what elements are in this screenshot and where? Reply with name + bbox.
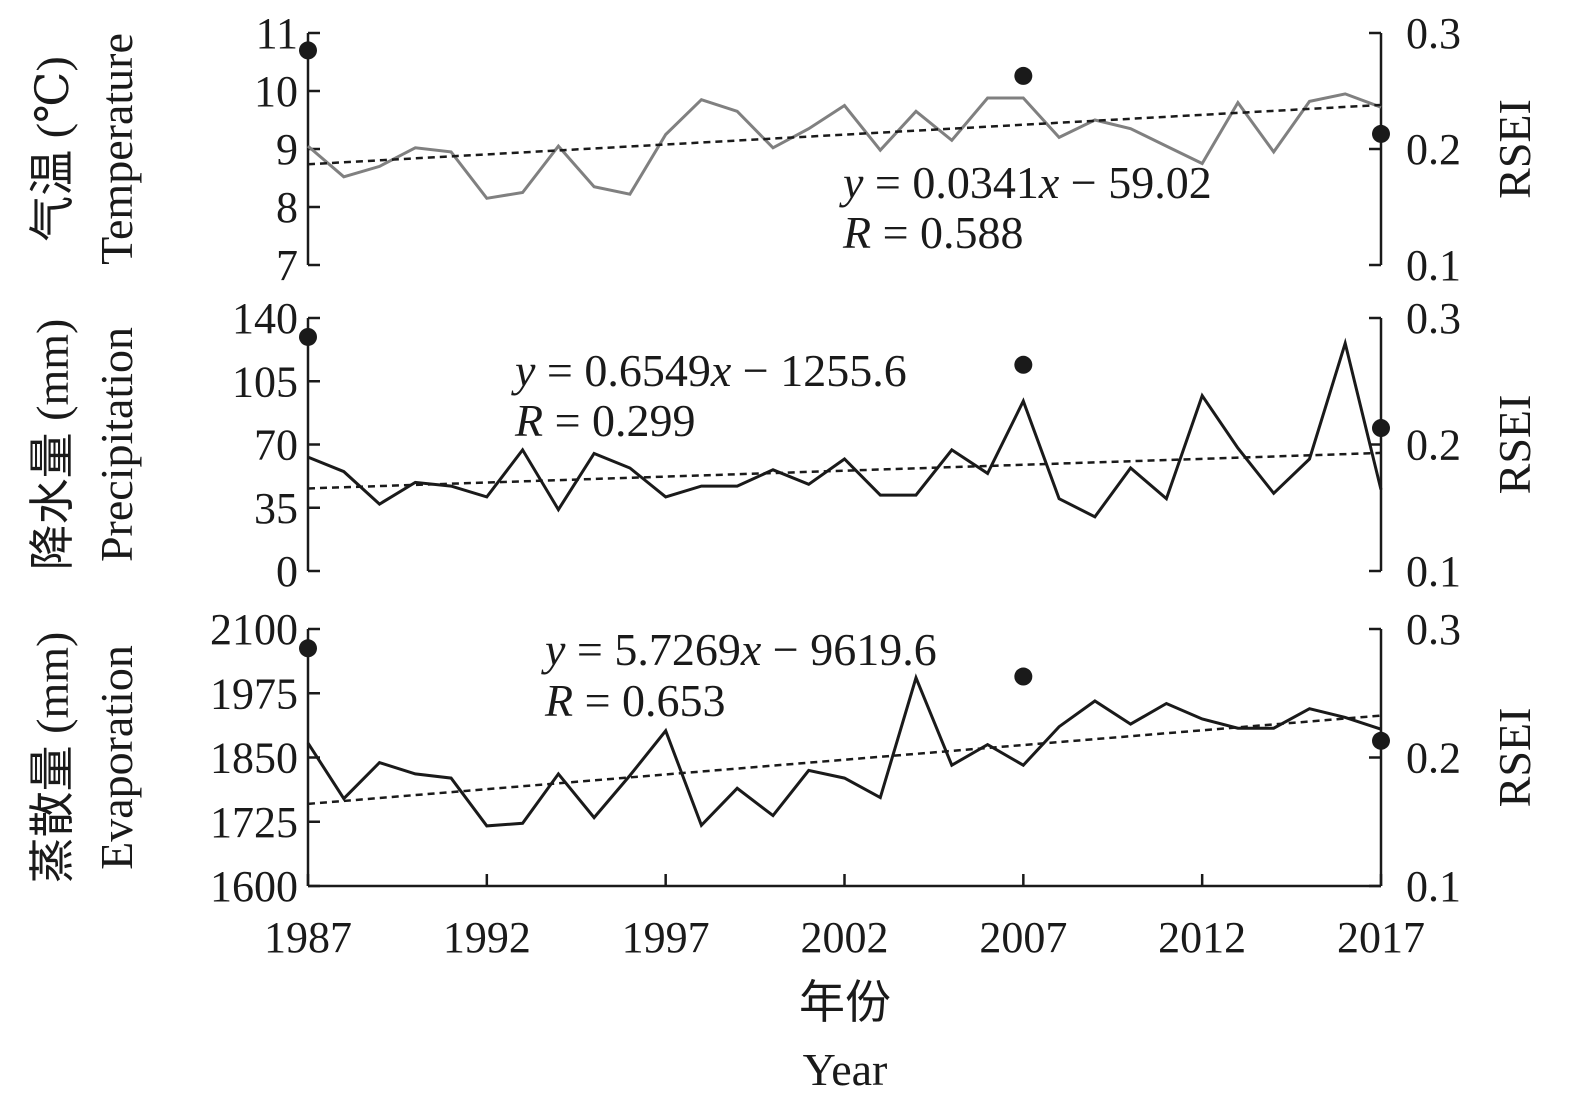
y-axis-title-en: Evaporation [91, 645, 142, 870]
y-tick-label: 2100 [210, 605, 298, 654]
y2-tick-label: 0.1 [1406, 862, 1461, 911]
correlation-text: R = 0.299 [514, 395, 696, 446]
eq-lhs: y [511, 345, 536, 396]
y-tick-label: 140 [232, 294, 298, 343]
r-lhs: R [842, 207, 871, 258]
y-tick-label: 1850 [210, 734, 298, 783]
y2-tick-label: 0.3 [1406, 294, 1461, 343]
x-tick-label: 1987 [264, 913, 352, 962]
x-tick-label: 2002 [801, 913, 889, 962]
eq-tail: − 59.02 [1059, 157, 1211, 208]
y-tick-label: 70 [254, 421, 298, 470]
r-lhs: R [514, 395, 543, 446]
y-tick-label: 11 [256, 9, 298, 58]
regression-equation: y = 0.0341x − 59.02 [839, 157, 1212, 208]
trend-line-evaporation [307, 714, 1382, 806]
y2-tick-label: 0.2 [1406, 734, 1461, 783]
eq-tail: − 9619.6 [761, 624, 936, 675]
rsei-point [1372, 124, 1390, 143]
x-tick-label: 2007 [979, 913, 1067, 962]
series-line-evaporation [306, 673, 1382, 829]
rsei-point [299, 41, 317, 60]
eq-tail: − 1255.6 [731, 345, 906, 396]
y-tick-label: 35 [254, 484, 298, 533]
y2-tick-label: 0.1 [1406, 547, 1461, 596]
rsei-point [1372, 731, 1390, 750]
y-tick-label: 1600 [210, 862, 298, 911]
y-tick-label: 8 [276, 183, 298, 232]
y2-axis-title: RSEI [1489, 708, 1540, 808]
y-axis-title-en: Temperature [91, 33, 142, 265]
r-rhs: = 0.588 [871, 207, 1023, 258]
eq-x: x [740, 624, 762, 675]
r-rhs: = 0.653 [573, 675, 725, 726]
y-tick-label: 7 [276, 241, 298, 290]
x-tick-label: 2017 [1337, 913, 1425, 962]
eq-x: x [1038, 157, 1060, 208]
y-axis-title-zh: 气温 (℃) [27, 56, 78, 242]
eq-rhs: = 0.0341 [863, 157, 1038, 208]
y2-tick-label: 0.2 [1406, 421, 1461, 470]
rsei-point [1372, 419, 1390, 438]
x-tick-label: 1992 [443, 913, 531, 962]
rsei-point [1014, 667, 1033, 686]
rsei-point [299, 639, 317, 658]
y-axis-title-en: Precipitation [91, 327, 142, 562]
eq-x: x [710, 345, 732, 396]
x-axis-title-zh: 年份 [799, 977, 891, 1028]
eq-rhs: = 0.6549 [535, 345, 710, 396]
x-axis-title-en: Year [803, 1044, 888, 1095]
y-tick-label: 1725 [210, 798, 298, 847]
y-tick-label: 1975 [210, 669, 298, 718]
y2-tick-label: 0.2 [1406, 125, 1461, 174]
x-axis: 1987 1992 1997 2002 2007 2012 2017 年份 Year [264, 874, 1425, 1095]
rsei-point [299, 327, 317, 346]
panel-temperature: 7 8 9 10 11 0.1 0.2 0.3 RSEI 气温 (℃) Temperature y =… [27, 9, 1540, 290]
x-tick-label: 1997 [622, 913, 710, 962]
y-axis-title-zh: 蒸散量 (mm) [27, 632, 78, 884]
y-tick-label: 9 [276, 125, 298, 174]
y-tick-label: 10 [254, 67, 298, 116]
y-tick-label: 0 [276, 547, 298, 596]
x-tick-label: 2012 [1158, 913, 1246, 962]
y-tick-label: 105 [232, 357, 298, 406]
chart-panels: 7 8 9 10 11 0.1 0.2 0.3 RSEI 气温 (℃) Temperature y =… [27, 9, 1540, 911]
y2-axis-title: RSEI [1489, 99, 1540, 199]
eq-rhs: = 5.7269 [565, 624, 740, 675]
trend-line-precipitation [307, 451, 1382, 490]
regression-equation: y = 5.7269x − 9619.6 [541, 624, 937, 675]
panel-evaporation: 1600 1725 1850 1975 2100 0.1 0.2 0.3 RSEI 蒸散量 (mm… [27, 605, 1540, 911]
panel-precipitation: 0 35 70 105 140 0.1 0.2 0.3 RSEI 降水量 (mm) Precipit… [27, 294, 1540, 596]
correlation-text: R = 0.653 [544, 675, 726, 726]
y2-tick-label: 0.3 [1406, 605, 1461, 654]
rsei-point [1014, 355, 1033, 374]
y2-tick-label: 0.1 [1406, 241, 1461, 290]
r-rhs: = 0.299 [543, 395, 695, 446]
eq-lhs: y [839, 157, 864, 208]
r-lhs: R [544, 675, 573, 726]
regression-equation: y = 0.6549x − 1255.6 [511, 345, 907, 396]
eq-lhs: y [541, 624, 566, 675]
y2-tick-label: 0.3 [1406, 9, 1461, 58]
y-axis-title-zh: 降水量 (mm) [27, 319, 78, 571]
y2-axis-title: RSEI [1489, 395, 1540, 495]
rsei-point [1014, 66, 1033, 85]
correlation-text: R = 0.588 [842, 207, 1024, 258]
